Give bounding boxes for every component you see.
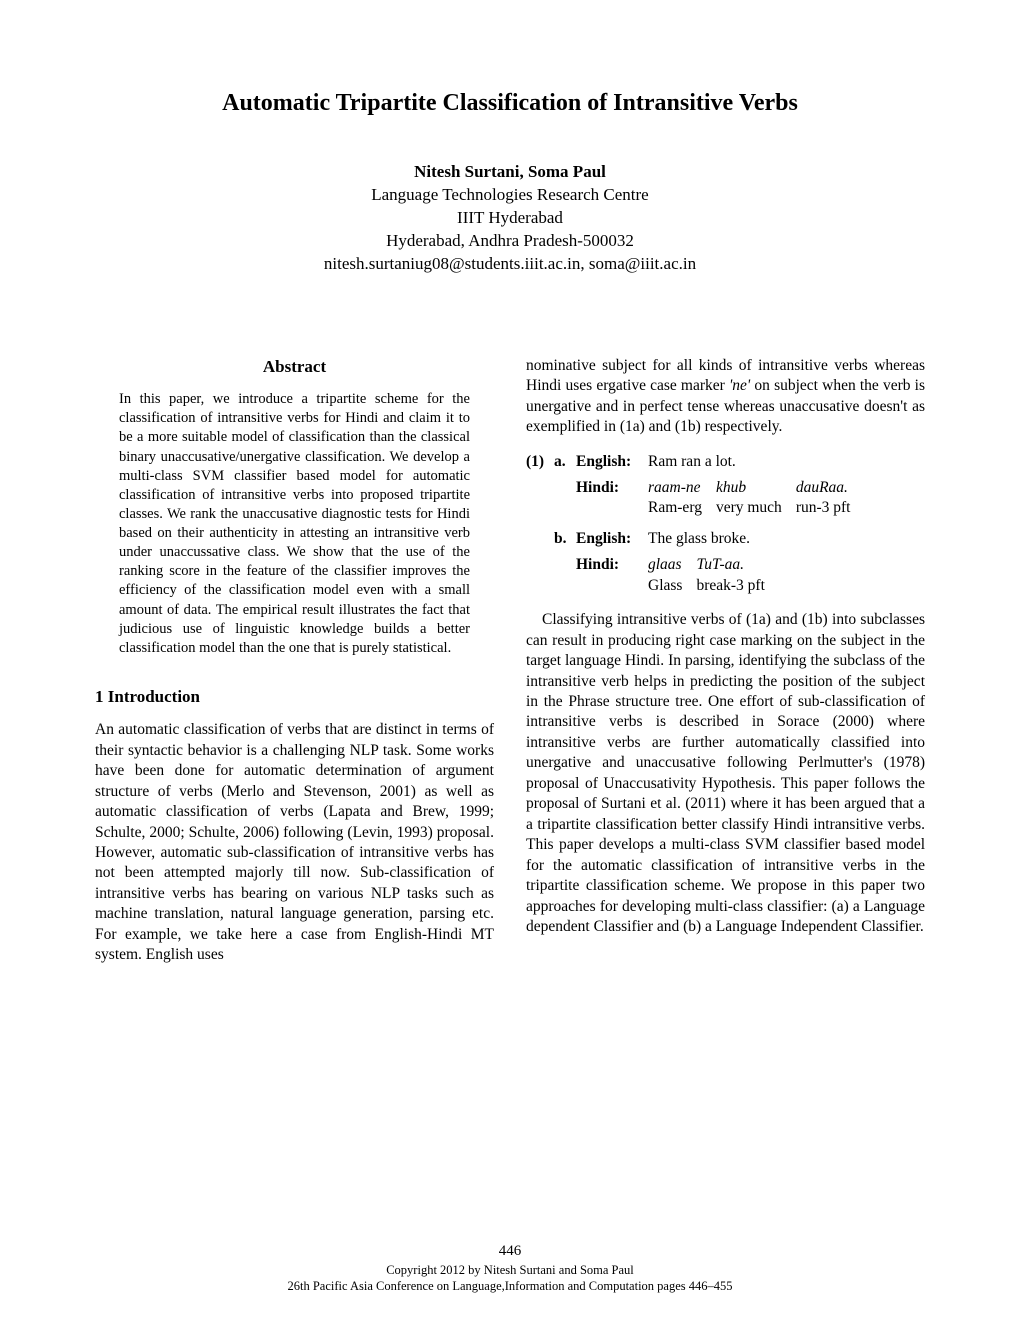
left-column: Abstract In this paper, we introduce a t…	[95, 356, 494, 966]
gloss-table: raam-ne khub dauRaa. Ram-erg very much r…	[648, 478, 864, 519]
conference-line: 26th Pacific Asia Conference on Language…	[0, 1278, 1020, 1294]
section-heading-1: 1 Introduction	[95, 686, 494, 708]
example-lang-label: Hindi:	[576, 478, 648, 498]
gloss-word: raam-ne	[648, 478, 716, 498]
example-lang-label: English:	[576, 452, 648, 472]
gloss-word: dauRaa.	[796, 478, 865, 498]
gloss-word: khub	[716, 478, 796, 498]
paper-title: Automatic Tripartite Classification of I…	[95, 90, 925, 117]
example-english-text: Ram ran a lot.	[648, 452, 925, 472]
page-number: 446	[0, 1243, 1020, 1260]
example-number: (1)	[526, 452, 554, 472]
body-paragraph: Classifying intransitive verbs of (1a) a…	[526, 610, 925, 937]
affiliation-line: Hyderabad, Andhra Pradesh-500032	[95, 230, 925, 253]
example-1: (1) a. English: Ram ran a lot. Hindi: ra…	[526, 452, 925, 597]
example-lang-label: Hindi:	[576, 555, 648, 575]
gloss-translation: Glass	[648, 576, 696, 596]
author-emails: nitesh.surtaniug08@students.iiit.ac.in, …	[95, 253, 925, 276]
example-sublabel: a.	[554, 452, 576, 472]
intro-continuation: nominative subject for all kinds of intr…	[526, 356, 925, 438]
gloss-translation: Ram-erg	[648, 498, 716, 518]
right-column: nominative subject for all kinds of intr…	[526, 356, 925, 966]
italic-term: 'ne'	[729, 377, 750, 394]
example-row: Hindi: glaas TuT-aa. Glass break-3 pft	[576, 555, 925, 596]
copyright-line: Copyright 2012 by Nitesh Surtani and Som…	[0, 1262, 1020, 1278]
example-sublabel: b.	[554, 529, 576, 549]
gloss-word: TuT-aa.	[696, 555, 778, 575]
gloss-table: glaas TuT-aa. Glass break-3 pft	[648, 555, 779, 596]
affiliation-line: IIIT Hyderabad	[95, 207, 925, 230]
gloss-translation: very much	[716, 498, 796, 518]
footer: Copyright 2012 by Nitesh Surtani and Som…	[0, 1262, 1020, 1295]
example-english-text: The glass broke.	[648, 529, 925, 549]
gloss-translation: break-3 pft	[696, 576, 778, 596]
intro-paragraph: An automatic classification of verbs tha…	[95, 720, 494, 965]
example-lang-label: English:	[576, 529, 648, 549]
example-row: b. English: The glass broke.	[526, 529, 925, 549]
abstract-heading: Abstract	[95, 356, 494, 378]
authors-block: Nitesh Surtani, Soma Paul Language Techn…	[95, 161, 925, 276]
gloss-translation: run-3 pft	[796, 498, 865, 518]
abstract-body: In this paper, we introduce a tripartite…	[95, 390, 494, 658]
example-row: (1) a. English: Ram ran a lot.	[526, 452, 925, 472]
affiliation-line: Language Technologies Research Centre	[95, 184, 925, 207]
gloss-word: glaas	[648, 555, 696, 575]
author-names: Nitesh Surtani, Soma Paul	[95, 161, 925, 184]
two-column-layout: Abstract In this paper, we introduce a t…	[95, 356, 925, 966]
example-row: Hindi: raam-ne khub dauRaa. Ram-erg very…	[576, 478, 925, 519]
